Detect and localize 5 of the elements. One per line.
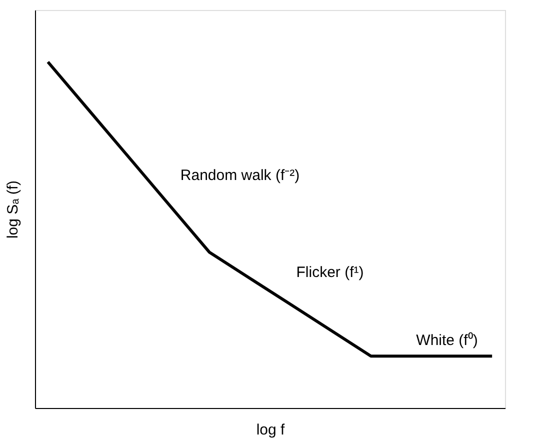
annotation: White (f⁰) (416, 332, 478, 349)
x-axis-title: log f (256, 422, 286, 438)
annotation: Flicker (f¹) (296, 264, 364, 281)
y-axis-title: log Sₐ (f) (4, 180, 22, 239)
annotation: Random walk (f⁻²) (180, 167, 300, 184)
